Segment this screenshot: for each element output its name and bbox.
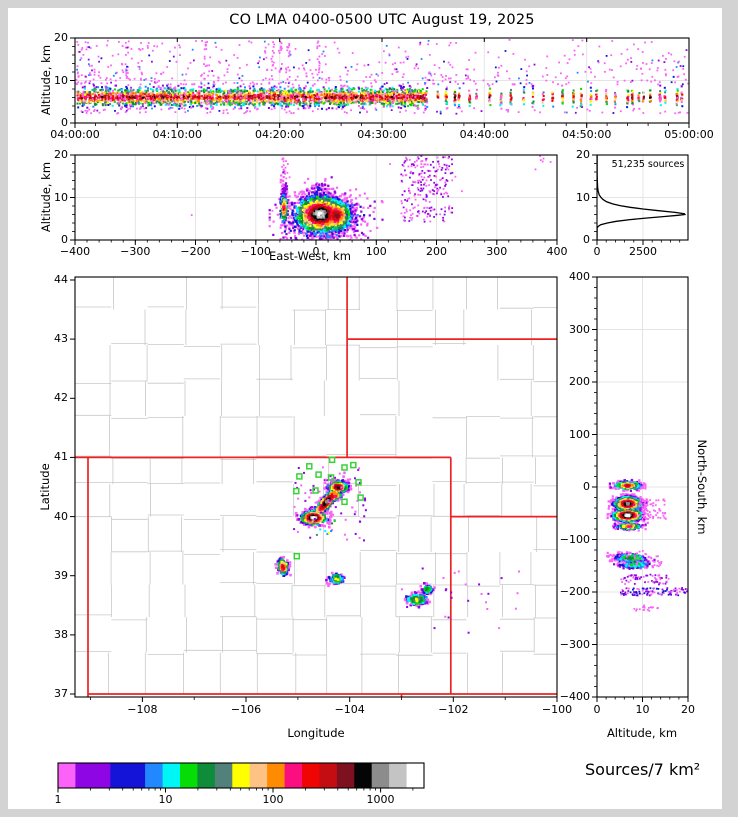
tick-label: 1000 — [366, 793, 395, 806]
tick-label: 39 — [54, 568, 68, 582]
tick-label: 20 — [54, 31, 68, 44]
colorbar — [58, 763, 425, 788]
tick-label: 100 — [262, 793, 284, 806]
tick-label: 0 — [583, 233, 590, 246]
ew-height-ylabel: Altitude, km — [39, 161, 53, 233]
tick-label: 0 — [593, 703, 601, 716]
tick-label: 0 — [61, 116, 68, 129]
tick-label: 100 — [365, 245, 387, 258]
tick-label: −200 — [559, 585, 590, 598]
ns-height-ylabel: North-South, km — [695, 439, 709, 535]
tick-label: 10 — [158, 793, 173, 806]
tick-label: 0 — [593, 245, 601, 258]
tick-label: 10 — [54, 190, 68, 204]
tick-label: 04:30:00 — [357, 128, 407, 141]
tick-label: −400 — [59, 245, 91, 258]
map-layer — [75, 277, 557, 697]
tick-label: 0 — [312, 245, 320, 258]
tick-label: 04:00:00 — [50, 128, 100, 141]
map-xlabel: Longitude — [287, 726, 345, 740]
tick-label: 1 — [54, 793, 62, 806]
tick-label: 300 — [569, 322, 590, 336]
tick-label: 05:00:00 — [664, 128, 714, 141]
tick-label: −104 — [334, 703, 365, 716]
tick-label: 2500 — [628, 245, 657, 258]
tick-label: −300 — [559, 637, 590, 651]
tick-label: −106 — [230, 703, 262, 716]
ns-height-xlabel: Altitude, km — [606, 726, 678, 740]
tick-label: 41 — [54, 450, 68, 464]
tick-label: 04:40:00 — [459, 128, 510, 141]
tick-label: −200 — [180, 245, 211, 258]
tick-label: 20 — [576, 148, 590, 161]
tick-label: 10 — [54, 73, 68, 87]
tick-label: −108 — [127, 703, 158, 716]
tick-label: 100 — [569, 427, 590, 441]
tick-label: 40 — [54, 509, 68, 523]
tick-label: −400 — [559, 690, 590, 703]
tick-label: 10 — [635, 703, 650, 716]
tick-label: −100 — [240, 245, 271, 258]
tick-label: 0 — [61, 233, 68, 246]
tick-label: −102 — [438, 703, 469, 716]
plot-background — [8, 8, 722, 809]
tick-label: 37 — [54, 687, 68, 701]
ew-height-xlabel: East-West, km — [269, 249, 351, 263]
tick-label: 38 — [54, 627, 68, 641]
tick-label: 200 — [569, 375, 590, 388]
tick-label: −100 — [559, 532, 590, 546]
tick-label: 20 — [681, 703, 695, 716]
page-title: CO LMA 0400-0500 UTC August 19, 2025 — [229, 12, 535, 28]
tick-label: 0 — [583, 480, 590, 493]
colorbar-label: Sources/7 km² — [585, 760, 701, 779]
tick-label: −100 — [541, 703, 573, 716]
tick-label: 400 — [569, 270, 590, 283]
tick-label: 300 — [486, 245, 508, 258]
tick-label: 44 — [54, 272, 68, 286]
tick-label: 20 — [54, 148, 68, 161]
tick-label: 42 — [54, 391, 68, 405]
tick-label: −300 — [120, 245, 151, 258]
tick-label: 04:10:00 — [152, 128, 203, 141]
time-height-ylabel: Altitude, km — [39, 44, 53, 116]
tick-label: 04:50:00 — [561, 128, 612, 141]
tick-label: 10 — [576, 190, 590, 204]
tick-label: 43 — [54, 332, 68, 346]
map-ylabel: Latitude — [38, 463, 52, 511]
tick-label: 04:20:00 — [254, 128, 305, 141]
tick-label: 400 — [546, 245, 568, 258]
tick-label: 200 — [426, 245, 447, 258]
source-count-annotation: 51,235 sources — [611, 159, 685, 170]
